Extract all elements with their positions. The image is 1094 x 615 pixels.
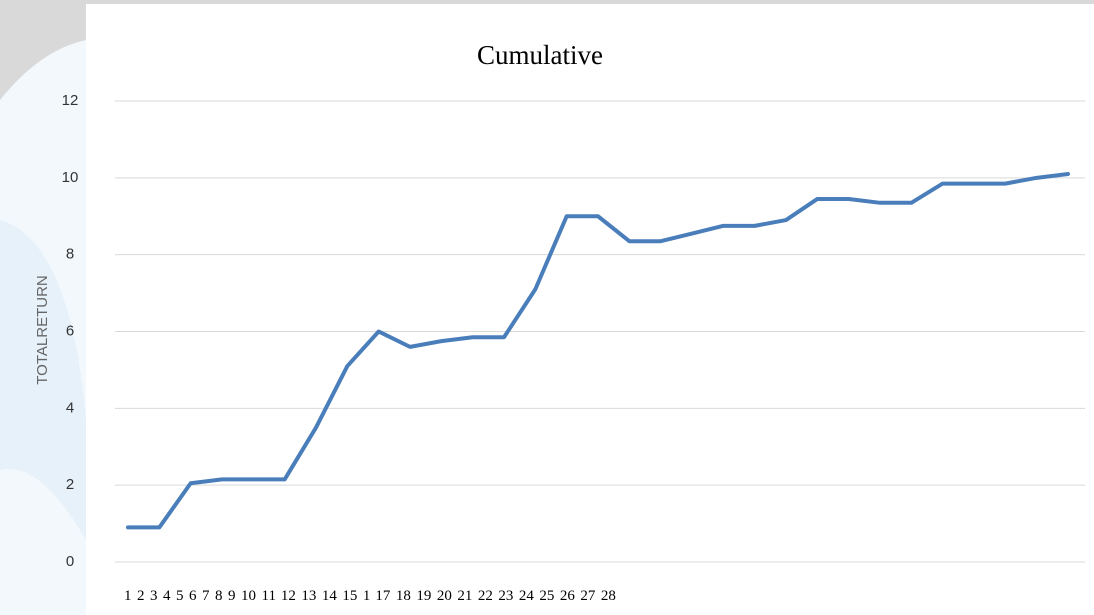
x-tick-label: 19 xyxy=(416,588,431,604)
x-tick-label: 3 xyxy=(150,588,158,604)
y-tick-label: 10 xyxy=(62,169,79,186)
x-tick-label: 9 xyxy=(228,588,236,604)
x-tick-label: 13 xyxy=(301,588,316,604)
y-tick-label: 8 xyxy=(66,246,74,263)
x-tick-label: 2 xyxy=(137,588,145,604)
x-tick-label: 25 xyxy=(539,588,554,604)
x-tick-label: 21 xyxy=(457,588,472,604)
y-tick-label: 12 xyxy=(62,92,79,109)
x-tick-label: 26 xyxy=(560,588,576,604)
x-tick-label: 20 xyxy=(437,588,452,604)
x-tick-label: 11 xyxy=(262,588,276,604)
chart-title: Cumulative xyxy=(477,40,603,70)
x-tick-label: 14 xyxy=(322,588,338,604)
x-tick-label: 18 xyxy=(396,588,411,604)
x-tick-label: 1 xyxy=(124,588,132,604)
y-tick-label: 4 xyxy=(66,399,74,416)
y-tick-label: 0 xyxy=(66,553,74,570)
x-tick-label: 17 xyxy=(375,588,391,604)
x-tick-label: 27 xyxy=(580,588,596,604)
x-tick-label: 6 xyxy=(189,588,197,604)
x-tick-label: 7 xyxy=(202,588,210,604)
y-axis-label: TOTALRETURN xyxy=(34,275,51,384)
x-tick-label: 4 xyxy=(163,588,171,604)
x-tick-label: 22 xyxy=(478,588,493,604)
x-tick-label: 15 xyxy=(342,588,357,604)
x-tick-label: 28 xyxy=(601,588,616,604)
x-tick-label: 12 xyxy=(281,588,296,604)
y-tick-label: 2 xyxy=(66,476,74,493)
line xyxy=(126,171,1070,530)
watermark xyxy=(0,220,86,540)
x-tick-label: 1 xyxy=(363,588,370,604)
x-tick-label: 8 xyxy=(215,588,223,604)
x-tick-labels: 1 2 3 4 5 6 7 8 9 10 11 12 13 14 15 1 17 18 19 20 21 22 23 24 25… xyxy=(124,588,616,604)
x-tick-label: 23 xyxy=(498,588,513,604)
x-tick-label: 24 xyxy=(519,588,535,604)
y-tick-label: 6 xyxy=(66,322,74,339)
chart-area xyxy=(86,4,1094,615)
x-tick-label: 10 xyxy=(241,588,256,604)
x-tick-label: 5 xyxy=(176,588,184,604)
